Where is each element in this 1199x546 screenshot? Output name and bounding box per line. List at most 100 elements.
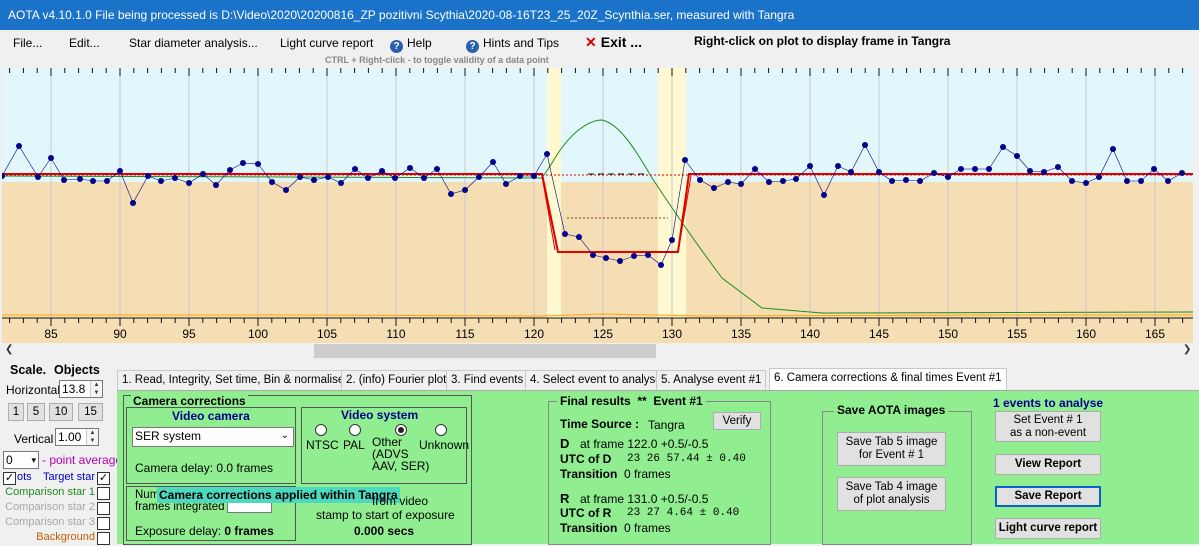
data-point[interactable] (1041, 169, 1047, 175)
other-radio[interactable] (395, 424, 407, 436)
data-point[interactable] (462, 187, 468, 193)
data-point[interactable] (711, 185, 717, 191)
spin-arrows-icon[interactable]: ▲ ▼ (86, 429, 98, 445)
data-point[interactable] (325, 174, 331, 180)
data-point[interactable] (903, 177, 909, 183)
data-point[interactable] (631, 253, 637, 259)
data-point[interactable] (669, 237, 675, 243)
data-point[interactable] (338, 180, 344, 186)
data-point[interactable] (697, 177, 703, 183)
data-point[interactable] (186, 180, 192, 186)
data-point[interactable] (35, 174, 41, 180)
data-point[interactable] (682, 157, 688, 163)
object-visible-checkbox[interactable] (97, 517, 110, 530)
data-point[interactable] (2, 173, 5, 179)
scrollbar-thumb[interactable] (314, 344, 656, 358)
data-point[interactable] (1014, 153, 1020, 159)
tab-select-event[interactable]: 4. Select event to analyse (525, 370, 667, 390)
data-point[interactable] (379, 168, 385, 174)
ntsc-radio[interactable] (315, 424, 327, 436)
data-point[interactable] (434, 166, 440, 172)
data-point[interactable] (848, 169, 854, 175)
data-point[interactable] (1165, 178, 1171, 184)
data-point[interactable] (1069, 178, 1075, 184)
data-point[interactable] (958, 166, 964, 172)
zoom-1-button[interactable]: 1 (8, 403, 24, 421)
point-average-select[interactable]: 0 ▾ (3, 451, 39, 469)
data-point[interactable] (130, 200, 136, 206)
data-point[interactable] (503, 181, 509, 187)
data-point[interactable] (517, 173, 523, 179)
data-point[interactable] (269, 179, 275, 185)
pal-radio[interactable] (349, 424, 361, 436)
data-point[interactable] (544, 151, 550, 157)
data-point[interactable] (766, 179, 772, 185)
vertical-scale-input[interactable]: 1.00 ▲ ▼ (55, 428, 99, 446)
data-point[interactable] (658, 262, 664, 268)
menu-edit[interactable]: Edit... (69, 36, 100, 50)
data-point[interactable] (576, 234, 582, 240)
menu-help[interactable]: ? Help (390, 36, 432, 53)
data-point[interactable] (821, 192, 827, 198)
view-report-button[interactable]: View Report (995, 454, 1101, 475)
scroll-right-icon[interactable]: ❯ (1183, 344, 1192, 355)
data-point[interactable] (240, 160, 246, 166)
data-point[interactable] (780, 178, 786, 184)
target-left-checkbox[interactable]: ✓ (3, 472, 16, 485)
menu-star-diameter[interactable]: Star diameter analysis... (129, 36, 258, 50)
light-curve-report-button[interactable]: Light curve report (995, 518, 1101, 539)
data-point[interactable] (562, 231, 568, 237)
data-point[interactable] (392, 175, 398, 181)
data-point[interactable] (835, 163, 841, 169)
data-point[interactable] (213, 182, 219, 188)
light-curve-plot[interactable]: 85 90 95 100 105 110 115 120 125 130 135 140 145 150 1… (2, 68, 1193, 343)
menu-light-curve-report[interactable]: Light curve report (280, 36, 374, 50)
tab-read[interactable]: 1. Read, Integrity, Set time, Bin & norm… (117, 370, 350, 390)
zoom-10-button[interactable]: 10 (49, 403, 73, 421)
data-point[interactable] (311, 177, 317, 183)
data-point[interactable] (16, 143, 22, 149)
data-point[interactable] (1000, 144, 1006, 150)
unknown-radio[interactable] (435, 424, 447, 436)
data-point[interactable] (77, 176, 83, 182)
data-point[interactable] (986, 166, 992, 172)
data-point[interactable] (793, 176, 799, 182)
data-point[interactable] (1027, 168, 1033, 174)
data-point[interactable] (590, 252, 596, 258)
spin-arrows-icon[interactable]: ▲ ▼ (90, 381, 102, 397)
data-point[interactable] (1151, 166, 1157, 172)
zoom-15-button[interactable]: 15 (78, 403, 103, 421)
data-point[interactable] (283, 187, 289, 193)
data-point[interactable] (61, 177, 67, 183)
data-point[interactable] (490, 159, 496, 165)
object-visible-checkbox[interactable] (97, 532, 110, 545)
zoom-5-button[interactable]: 5 (27, 403, 45, 421)
save-tab5-image-button[interactable]: Save Tab 5 image for Event # 1 (837, 432, 946, 466)
set-non-event-button[interactable]: Set Event # 1 as a non-event (995, 411, 1101, 442)
data-point[interactable] (297, 174, 303, 180)
data-point[interactable] (603, 255, 609, 261)
data-point[interactable] (421, 175, 427, 181)
camera-type-select[interactable]: SER system ⌄ (132, 427, 294, 447)
data-point[interactable] (407, 165, 413, 171)
tab-camera-corrections[interactable]: 6. Camera corrections & final times Even… (769, 368, 1007, 391)
data-point[interactable] (752, 166, 758, 172)
save-report-button[interactable]: Save Report (995, 486, 1101, 507)
data-point[interactable] (200, 171, 206, 177)
menu-hints[interactable]: ? Hints and Tips (466, 36, 559, 53)
data-point[interactable] (645, 252, 651, 258)
tab-fourier[interactable]: 2. (info) Fourier plot (341, 370, 452, 390)
data-point[interactable] (876, 169, 882, 175)
data-point[interactable] (117, 168, 123, 174)
menu-exit[interactable]: ✕ Exit ... (585, 34, 642, 51)
data-point[interactable] (227, 167, 233, 173)
menu-file[interactable]: File... (13, 36, 43, 50)
plot-horizontal-scrollbar[interactable]: ❮ ❯ (0, 343, 1199, 359)
scroll-left-icon[interactable]: ❮ (5, 344, 14, 355)
data-point[interactable] (104, 178, 110, 184)
data-point[interactable] (945, 174, 951, 180)
tab-analyse-event[interactable]: 5. Analyse event #1 (656, 370, 767, 390)
object-visible-checkbox[interactable]: ✓ (97, 472, 110, 485)
data-point[interactable] (48, 155, 54, 161)
data-point[interactable] (738, 181, 744, 187)
